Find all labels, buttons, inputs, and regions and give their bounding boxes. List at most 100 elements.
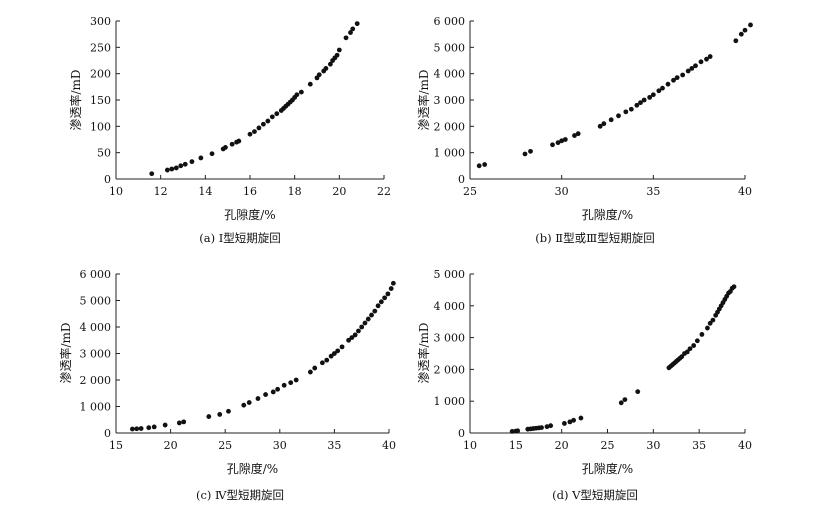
chart-0-data-point xyxy=(316,72,322,78)
chart-2-data-point xyxy=(246,400,252,405)
chart-2-data-point xyxy=(328,353,334,359)
chart-3-y-tick-label: 5 000 xyxy=(434,268,466,281)
chart-1-data-point xyxy=(680,72,686,78)
chart-2-data-point xyxy=(339,344,345,350)
chart-0-x-tick-label: 10 xyxy=(109,185,123,198)
chart-1-y-tick-label: 6 000 xyxy=(434,15,466,28)
chart-3-y-tick-label: 0 xyxy=(458,427,465,440)
chart-1-data-point xyxy=(559,138,565,144)
chart-1-data-point xyxy=(528,148,533,154)
chart-0-data-point xyxy=(274,111,280,117)
chart-1-data-point xyxy=(562,137,568,142)
chart-2-data-point xyxy=(346,337,351,343)
chart-2-data-point xyxy=(181,419,187,425)
chart-0-data-point xyxy=(328,61,333,67)
chart-0-y-tick-label: 100 xyxy=(90,120,111,133)
chart-0-data-point xyxy=(269,114,275,120)
chart-2-data-point xyxy=(385,291,391,297)
chart-3-y-axis-label: 渗透率/mD xyxy=(416,322,431,383)
chart-3-data-point xyxy=(707,320,713,326)
chart-2-data-point xyxy=(263,392,269,397)
chart-2-data-point xyxy=(281,382,287,388)
chart-3-x-tick-label: 10 xyxy=(463,439,477,452)
chart-3-x-tick-label: 15 xyxy=(509,439,523,452)
chart-0-data-point xyxy=(247,131,253,137)
chart-2-data-point xyxy=(382,295,388,301)
chart-2-data-point xyxy=(388,286,394,291)
chart-3-data-point xyxy=(515,428,521,434)
chart-0-data-point xyxy=(298,89,304,95)
chart-0-data-point xyxy=(209,151,215,157)
chart-2-y-tick-label: 3 000 xyxy=(80,348,112,361)
chart-2-data-point xyxy=(362,320,368,326)
chart-1-data-point xyxy=(597,123,603,129)
chart-3-y-tick-label: 3 000 xyxy=(434,332,466,345)
chart-2-data-point xyxy=(293,377,299,383)
chart-0-y-axis-label: 渗透率/mD xyxy=(68,69,83,130)
chart-1-y-tick-label: 2 000 xyxy=(434,120,466,133)
chart-2-y-tick-label: 6 000 xyxy=(80,268,112,281)
chart-2-data-point xyxy=(288,380,294,386)
chart-1-data-point xyxy=(656,88,662,94)
chart-0-data-point xyxy=(169,166,175,172)
chart-2-x-tick-label: 35 xyxy=(327,439,341,452)
chart-3-data-point xyxy=(705,325,710,331)
chart-1-x-tick-label: 25 xyxy=(463,185,477,198)
chart-1-data-point xyxy=(738,31,744,37)
chart-3-data-point xyxy=(562,421,567,426)
chart-0-data-point xyxy=(229,141,235,147)
chart-3-data-point xyxy=(691,343,697,348)
chart-2-data-point xyxy=(241,402,247,408)
chart-3-x-tick-label: 25 xyxy=(601,439,615,452)
chart-0-data-point xyxy=(265,118,271,124)
chart-0-y-tick-label: 300 xyxy=(90,15,111,28)
chart-2-data-point xyxy=(335,348,341,354)
chart-2-y-tick-label: 0 xyxy=(104,427,111,440)
chart-0-y-tick-label: 150 xyxy=(90,94,111,107)
chart-2-data-point xyxy=(138,426,144,431)
chart-2-data-point xyxy=(312,365,318,371)
chart-0-data-point xyxy=(236,138,242,144)
chart-0-data-point xyxy=(189,159,195,165)
chart-2-data-point xyxy=(307,369,313,375)
chart-1-y-tick-label: 1 000 xyxy=(434,147,466,160)
chart-3-caption: (d) Ⅴ型短期旋回 xyxy=(552,488,638,502)
chart-1-data-point xyxy=(671,77,676,83)
chart-2-x-axis-label: 孔隙度/% xyxy=(227,461,278,476)
chart-1-data-point xyxy=(698,59,704,65)
chart-2: 15 20 25 30 35 40 0 1 000 2 000 3 000 4 000 5 000 6 … xyxy=(58,268,396,502)
chart-3-data-point xyxy=(694,338,700,344)
chart-2-data-point xyxy=(365,316,371,322)
chart-3-data-point xyxy=(509,429,515,434)
chart-1-data-point xyxy=(704,56,709,62)
chart-0-x-tick-label: 12 xyxy=(154,185,168,198)
chart-1-data-point xyxy=(650,92,656,98)
chart-0-y-tick-label: 50 xyxy=(97,147,111,160)
chart-1-y-tick-label: 3 000 xyxy=(434,94,466,107)
chart-2-data-point xyxy=(390,280,396,286)
chart-2-data-point xyxy=(332,351,337,356)
chart-3-x-tick-label: 20 xyxy=(555,439,569,452)
chart-2-data-point xyxy=(324,357,330,363)
chart-0-y-tick-label: 0 xyxy=(104,173,111,186)
chart-1-data-point xyxy=(572,133,577,138)
chart-2-data-point xyxy=(255,396,261,401)
chart-2-data-point xyxy=(356,328,361,334)
chart-2-data-point xyxy=(151,424,157,430)
chart-0-x-tick-label: 20 xyxy=(332,185,346,198)
chart-3-x-tick-label: 35 xyxy=(692,439,706,452)
chart-2-y-axis-label: 渗透率/mD xyxy=(58,322,73,383)
chart-3-data-point xyxy=(684,349,690,355)
chart-2-data-point xyxy=(176,420,182,426)
chart-3-data-point xyxy=(731,284,737,290)
chart-0-data-point xyxy=(164,167,170,173)
chart-0-data-point xyxy=(261,121,266,127)
chart-2-data-point xyxy=(359,324,365,330)
chart-2-caption: (c) Ⅳ型短期旋回 xyxy=(196,488,284,502)
chart-0-data-point xyxy=(294,92,300,98)
chart-2-data-point xyxy=(146,425,152,431)
chart-0-data-point xyxy=(149,171,155,177)
chart-1-data-point xyxy=(608,117,614,123)
chart-1-data-point xyxy=(623,109,629,115)
